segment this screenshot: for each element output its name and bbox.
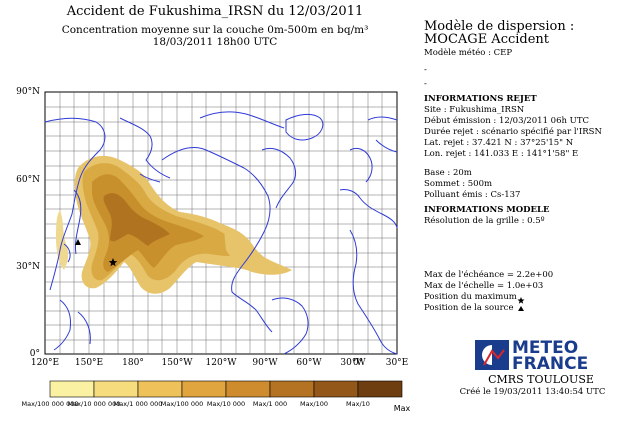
source-position-marker [75, 239, 81, 245]
release-lat: Lat. rejet : 37.421 N : 37°25'15" N [424, 138, 574, 148]
color-legend [49, 380, 403, 398]
legend-swatch-7 [313, 380, 359, 398]
dash-2: - [424, 79, 427, 89]
subtitle-line-2: 18/03/2011 18h00 UTC [152, 36, 278, 48]
release-duration: Durée rejet : scénario spécifié par l'IR… [424, 127, 602, 137]
info-panel: Modèle de dispersion : MOCAGE Accident M… [424, 20, 614, 227]
lon-label-30w: 30°W [340, 358, 366, 368]
legend-swatch-3 [137, 380, 183, 398]
logo-meteo: METEO [512, 338, 579, 358]
lon-label-0: 0° [352, 358, 364, 368]
release-heading: INFORMATIONS REJET [424, 94, 537, 104]
emission-start: Début émission : 12/03/2011 06h UTC [424, 116, 590, 126]
lon-label-150w: 150°W [161, 358, 193, 368]
cmrs-toulouse: CMRS TOULOUSE [488, 373, 594, 386]
map-title: Accident de Fukushima_IRSN du 12/03/2011 [66, 4, 364, 19]
release-base: Base : 20m [424, 168, 472, 178]
max-scale: Max de l'échelle = 1.0e+03 [424, 281, 544, 291]
coastlines [44, 111, 398, 355]
release-top: Sommet : 500m [424, 179, 493, 189]
max-info: Max de l'échéance = 2.2e+00 Max de l'éch… [424, 270, 614, 314]
lon-label-180: 180° [122, 358, 144, 368]
subtitle-line-1: Concentration moyenne sur la couche 0m-5… [61, 24, 369, 36]
legend-label-7: Max/100 [299, 400, 329, 408]
legend-swatch-5 [225, 380, 271, 398]
legend-swatch-4 [181, 380, 227, 398]
legend-label-4: Max/100 000 [160, 400, 204, 408]
legend-label-max: Max [393, 404, 411, 413]
legend-label-3: Max/1 000 000 [113, 400, 163, 408]
release-lon: Lon. rejet : 141.033 E : 141°1'58" E [424, 149, 579, 159]
legend-label-8: Max/10 [346, 400, 370, 408]
source-legend-symbol [518, 306, 524, 311]
model-title-1: Modèle de dispersion : [424, 19, 575, 34]
map-subtitle: Concentration moyenne sur la couche 0m-5… [60, 24, 370, 48]
maximum-legend-symbol [517, 297, 525, 304]
maximum-position-marker [108, 258, 118, 267]
lon-label-150e: 150°E [74, 358, 104, 368]
legend-swatch-8 [357, 380, 403, 398]
lon-label-60w: 60°W [296, 358, 322, 368]
max-deadline: Max de l'échéance = 2.2e+00 [424, 270, 554, 280]
source-position-label: Position de la source [424, 303, 514, 313]
legend-label-6: Max/1 000 [252, 400, 288, 408]
legend-swatch-1 [49, 380, 95, 398]
logo-france: FRANCE [512, 354, 589, 374]
release-site: Site : Fukushima_IRSN [424, 105, 525, 115]
lon-label-120e: 120°E [30, 358, 60, 368]
lat-label-90n: 90°N [16, 87, 40, 97]
model-title-2: MOCAGE Accident [424, 32, 550, 47]
plume-area [56, 155, 292, 294]
legend-label-2: Max/10 000 000 [67, 400, 121, 408]
meteo-model: Modèle météo : CEP [424, 48, 513, 58]
lat-label-0: 0° [29, 349, 40, 359]
meteo-france-logo-icon [475, 340, 509, 370]
pollutant: Polluant émis : Cs-137 [424, 190, 521, 200]
legend-swatch-6 [269, 380, 315, 398]
lat-label-60n: 60°N [16, 175, 40, 185]
lon-label-30e: 30°E [385, 358, 409, 368]
model-heading: INFORMATIONS MODELE [424, 205, 550, 215]
created-timestamp: Créé le 19/03/2011 13:40:54 UTC [459, 387, 606, 397]
legend-label-5: Max/10 000 [206, 400, 246, 408]
legend-label-1: Max/100 000 000 [21, 400, 79, 408]
max-position-label: Position du maximum [424, 292, 517, 302]
lon-label-120w: 120°W [205, 358, 237, 368]
legend-swatch-2 [93, 380, 139, 398]
grid-resolution: Résolution de la grille : 0.5º [424, 216, 545, 226]
dash-1: - [424, 65, 427, 75]
lat-label-30n: 30°N [16, 262, 40, 272]
lon-label-90w: 90°W [252, 358, 278, 368]
